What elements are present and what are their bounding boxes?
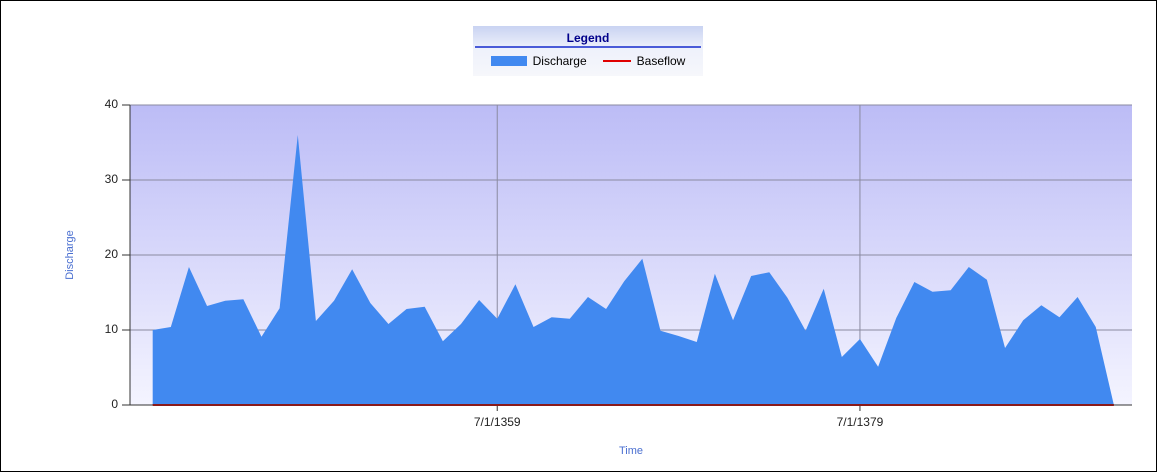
y-axis-label: Discharge bbox=[64, 230, 76, 280]
area bbox=[152, 135, 1114, 405]
y-tick-label: 0 bbox=[111, 397, 118, 411]
legend-label: Baseflow bbox=[636, 54, 686, 68]
legend-swatch bbox=[602, 60, 631, 62]
legend-title: Legend bbox=[475, 26, 701, 48]
y-tick-label: 40 bbox=[105, 97, 119, 111]
y-tick-label: 30 bbox=[105, 172, 119, 186]
y-tick-label: 20 bbox=[105, 247, 119, 261]
y-tick-label: 10 bbox=[105, 322, 119, 336]
x-tick-label: 7/1/1359 bbox=[474, 415, 521, 429]
legend-label: Discharge bbox=[532, 54, 587, 68]
x-tick-label: 7/1/1379 bbox=[837, 415, 884, 429]
legend-swatch bbox=[490, 56, 527, 66]
x-axis-label: Time bbox=[619, 445, 643, 457]
legend: Legend Discharge Baseflow bbox=[473, 26, 703, 76]
legend-row: Discharge Baseflow bbox=[473, 54, 703, 68]
